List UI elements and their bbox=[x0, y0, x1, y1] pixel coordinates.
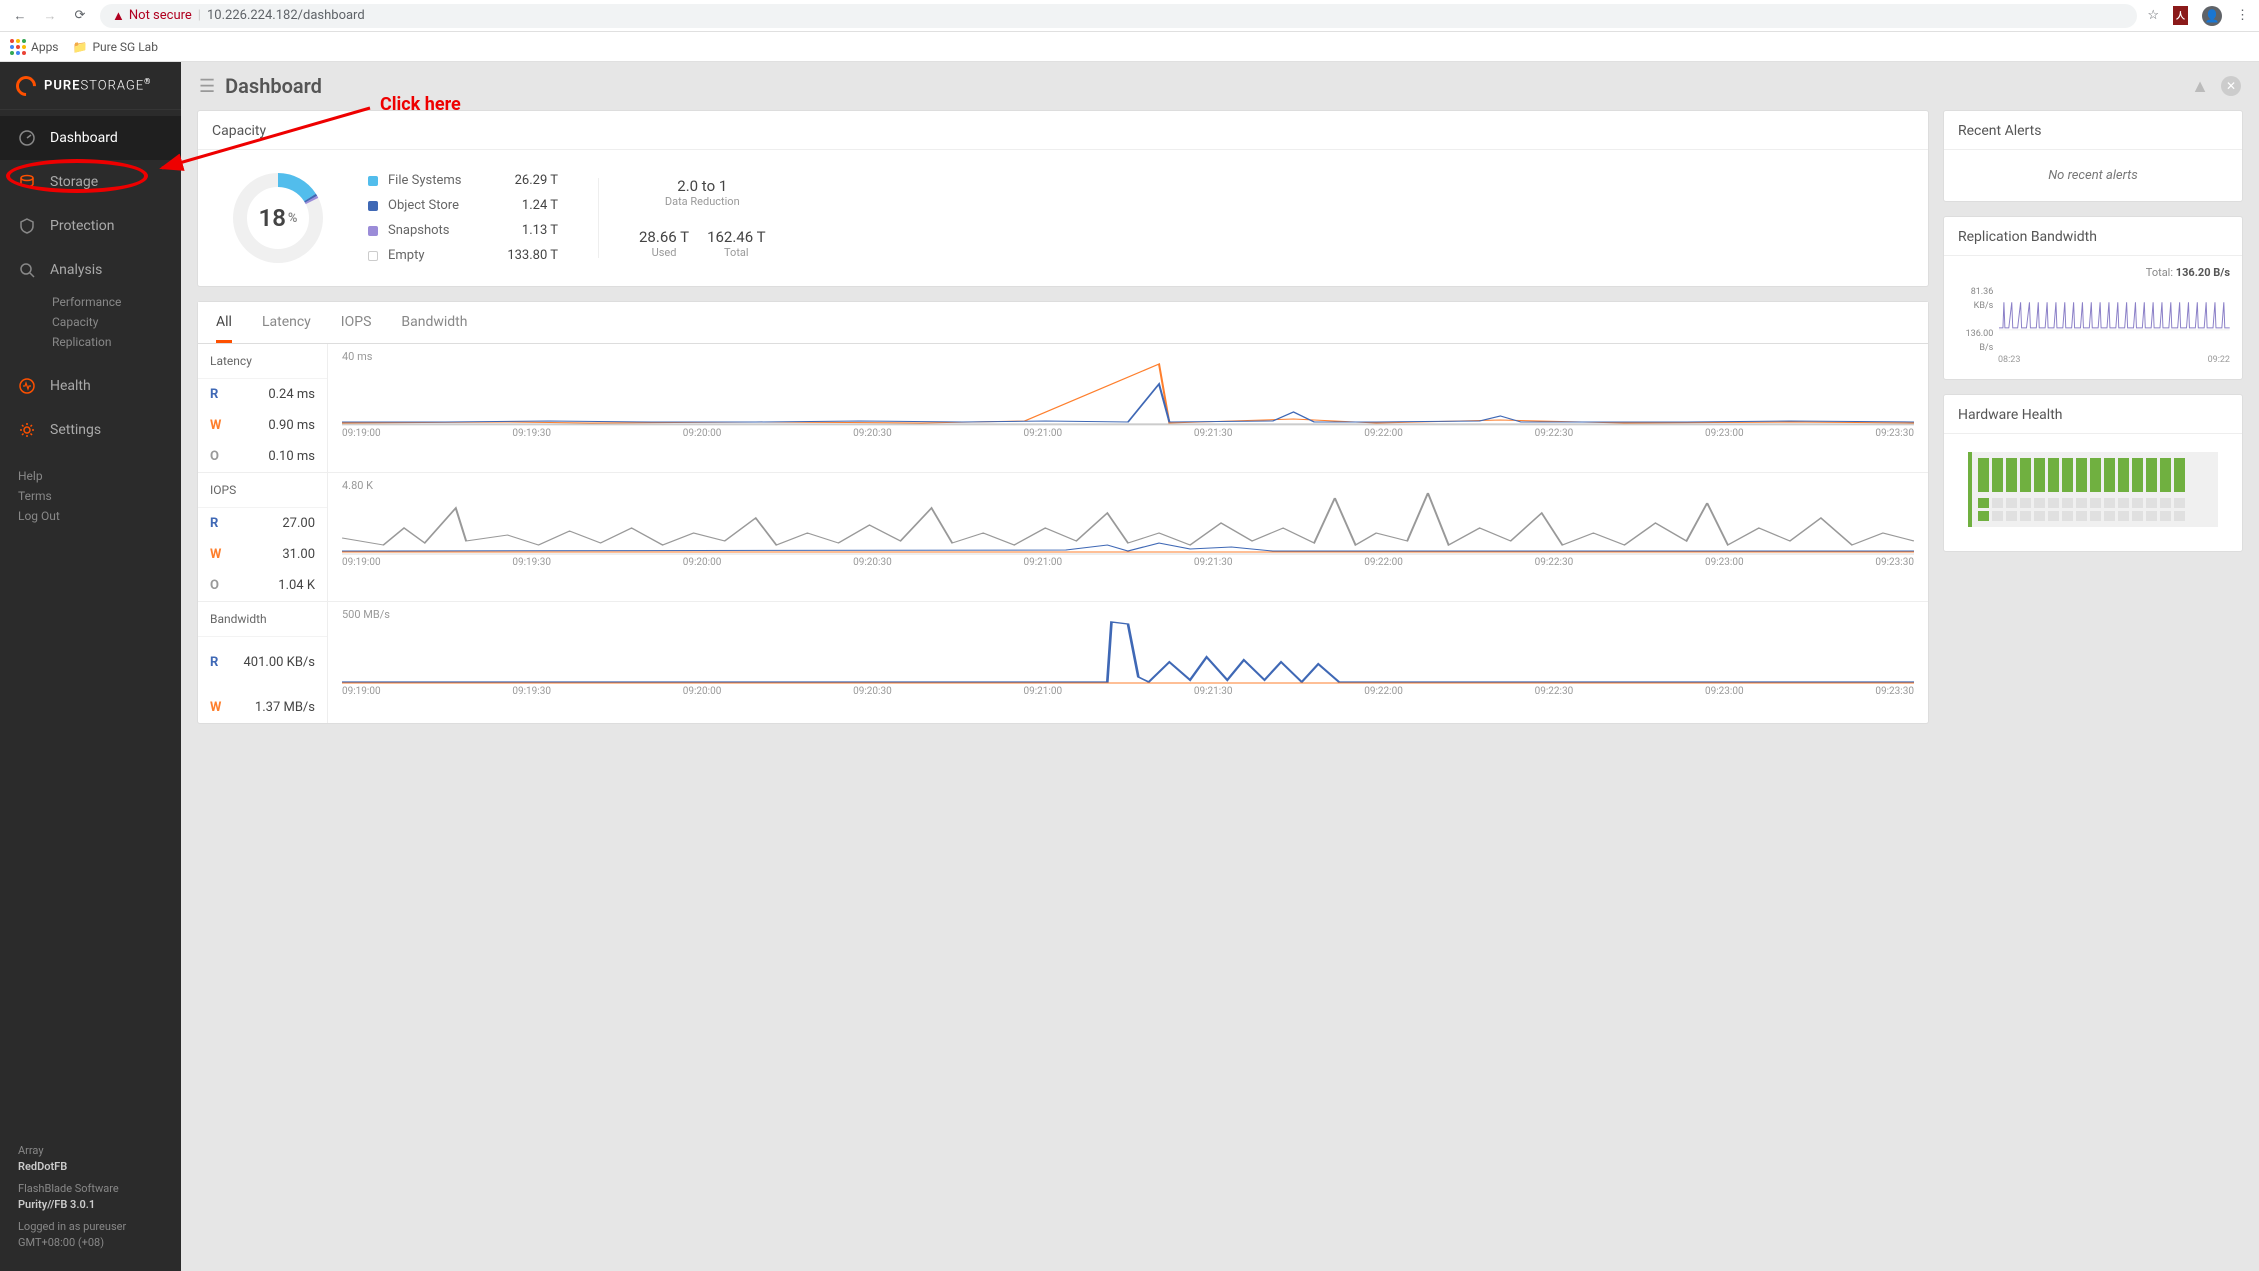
bookmark-pure-sg-lab[interactable]: 📁 Pure SG Lab bbox=[73, 40, 158, 54]
hardware-panel: Hardware Health bbox=[1943, 394, 2243, 552]
nav-item-health[interactable]: Health bbox=[0, 364, 181, 408]
address-bar[interactable]: ▲ Not secure | 10.226.224.182/dashboard bbox=[100, 4, 2137, 28]
bookmarks-bar: Apps 📁 Pure SG Lab bbox=[0, 32, 2259, 62]
back-button[interactable]: ← bbox=[10, 6, 30, 26]
nav-sub-performance[interactable]: Performance bbox=[0, 292, 181, 312]
browser-toolbar: ← → ⟳ ▲ Not secure | 10.226.224.182/dash… bbox=[0, 0, 2259, 32]
settings-icon bbox=[18, 421, 36, 439]
tab-bandwidth[interactable]: Bandwidth bbox=[401, 314, 467, 343]
url-text: 10.226.224.182/dashboard bbox=[207, 8, 365, 23]
alerts-empty: No recent alerts bbox=[1944, 150, 2242, 201]
security-warning: ▲ Not secure bbox=[112, 8, 192, 24]
link-help[interactable]: Help bbox=[18, 466, 163, 486]
alerts-panel: Recent Alerts No recent alerts bbox=[1943, 110, 2243, 202]
replication-panel: Replication Bandwidth Total: 136.20 B/s … bbox=[1943, 216, 2243, 380]
sidebar-meta: Array RedDotFB FlashBlade Software Purit… bbox=[0, 1131, 181, 1271]
nav-item-dashboard[interactable]: Dashboard bbox=[0, 116, 181, 160]
page-title: Dashboard bbox=[225, 74, 322, 98]
capacity-donut: 18% bbox=[228, 168, 328, 268]
bandwidth-chart-row: Bandwidth R401.00 KB/s W1.37 MB/s 500 MB… bbox=[198, 602, 1928, 723]
analysis-icon bbox=[18, 261, 36, 279]
tab-all[interactable]: All bbox=[216, 314, 232, 343]
iops-chart-row: IOPS R27.00 W31.00 O1.04 K 4.80 K bbox=[198, 473, 1928, 602]
pdf-icon[interactable]: 人 bbox=[2173, 6, 2188, 25]
nav: Dashboard Storage Protection Analysis Pe… bbox=[0, 110, 181, 452]
link-terms[interactable]: Terms bbox=[18, 486, 163, 506]
folder-icon: 📁 bbox=[73, 40, 88, 54]
nav-item-settings[interactable]: Settings bbox=[0, 408, 181, 452]
capacity-title: Capacity bbox=[198, 111, 1928, 150]
main-content: ☰ Dashboard ▲ ✕ Capacity bbox=[181, 62, 2259, 1271]
iops-xaxis: 09:19:0009:19:3009:20:0009:20:3009:21:00… bbox=[342, 555, 1914, 572]
brand: PURESTORAGE® bbox=[0, 62, 181, 110]
hamburger-icon[interactable]: ☰ bbox=[199, 76, 215, 97]
capacity-panel: Capacity 18% File System bbox=[197, 110, 1929, 287]
latency-xaxis: 09:19:0009:19:3009:20:0009:20:3009:21:00… bbox=[342, 426, 1914, 443]
tab-latency[interactable]: Latency bbox=[262, 314, 311, 343]
health-icon bbox=[18, 377, 36, 395]
sidebar: PURESTORAGE® Dashboard Storage Protectio… bbox=[0, 62, 181, 1271]
close-icon[interactable]: ✕ bbox=[2221, 76, 2241, 96]
menu-icon[interactable]: ⋮ bbox=[2236, 8, 2249, 23]
forward-button[interactable]: → bbox=[40, 6, 60, 26]
alert-bell-icon[interactable]: ▲ bbox=[2191, 76, 2209, 97]
latency-chart-row: Latency R0.24 ms W0.90 ms O0.10 ms 40 ms bbox=[198, 344, 1928, 473]
storage-icon bbox=[18, 173, 36, 191]
hardware-visual bbox=[1968, 452, 2218, 527]
bandwidth-xaxis: 09:19:0009:19:3009:20:0009:20:3009:21:00… bbox=[342, 684, 1914, 701]
performance-panel: All Latency IOPS Bandwidth Latency R0.24… bbox=[197, 301, 1929, 724]
apps-shortcut[interactable]: Apps bbox=[10, 39, 59, 55]
replication-sparkline bbox=[1999, 300, 2230, 340]
nav-item-protection[interactable]: Protection bbox=[0, 204, 181, 248]
protection-icon bbox=[18, 217, 36, 235]
profile-icon[interactable]: 👤 bbox=[2202, 6, 2222, 26]
link-logout[interactable]: Log Out bbox=[18, 506, 163, 526]
nav-item-analysis[interactable]: Analysis bbox=[0, 248, 181, 292]
perf-tabs: All Latency IOPS Bandwidth bbox=[198, 302, 1928, 344]
reload-button[interactable]: ⟳ bbox=[70, 6, 90, 26]
dashboard-icon bbox=[18, 129, 36, 147]
tab-iops[interactable]: IOPS bbox=[341, 314, 372, 343]
capacity-legend: File Systems26.29 T Object Store1.24 T S… bbox=[368, 173, 558, 263]
brand-logo-icon bbox=[12, 71, 40, 99]
star-icon[interactable]: ☆ bbox=[2147, 8, 2159, 23]
nav-item-storage[interactable]: Storage bbox=[0, 160, 181, 204]
capacity-stats: 2.0 to 1 Data Reduction 28.66 TUsed 162.… bbox=[639, 177, 766, 259]
nav-sub-replication[interactable]: Replication bbox=[0, 332, 181, 352]
page-header: ☰ Dashboard ▲ ✕ bbox=[181, 62, 2259, 110]
apps-grid-icon bbox=[10, 39, 26, 55]
sidebar-footer-links: Help Terms Log Out bbox=[0, 452, 181, 540]
nav-sub-capacity[interactable]: Capacity bbox=[0, 312, 181, 332]
